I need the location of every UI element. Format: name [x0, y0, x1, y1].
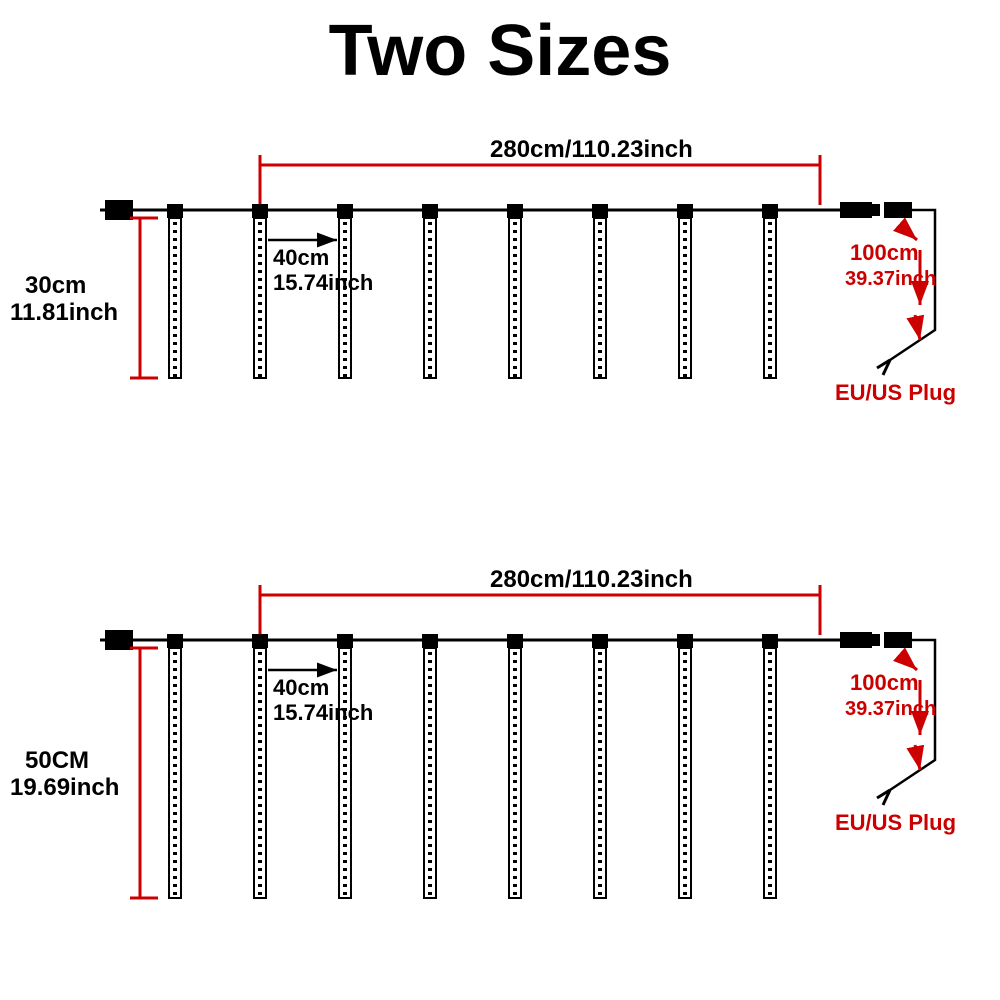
svg-text:30cm: 30cm: [25, 272, 86, 299]
svg-text:39.37inch: 39.37inch: [845, 268, 936, 290]
svg-text:15.74inch: 15.74inch: [273, 270, 373, 295]
svg-text:280cm/110.23inch: 280cm/110.23inch: [490, 136, 693, 163]
size-diagram-1: 280cm/110.23inch 40cm 15.74inch 30cm 11.…: [0, 130, 1000, 460]
size-diagram-2: 280cm/110.23inch 40cm 15.74inch 50CM 19.…: [0, 560, 1000, 980]
page-title: Two Sizes: [0, 10, 1000, 92]
svg-text:40cm: 40cm: [273, 675, 329, 700]
svg-text:100cm: 100cm: [850, 670, 919, 695]
svg-text:EU/US Plug: EU/US Plug: [835, 380, 956, 405]
svg-text:100cm: 100cm: [850, 240, 919, 265]
svg-text:40cm: 40cm: [273, 245, 329, 270]
svg-text:280cm/110.23inch: 280cm/110.23inch: [490, 566, 693, 593]
svg-text:15.74inch: 15.74inch: [273, 700, 373, 725]
svg-text:11.81inch: 11.81inch: [10, 299, 118, 326]
svg-text:19.69inch: 19.69inch: [10, 774, 119, 801]
svg-text:EU/US Plug: EU/US Plug: [835, 810, 956, 835]
svg-text:39.37inch: 39.37inch: [845, 698, 936, 720]
svg-text:50CM: 50CM: [25, 747, 89, 774]
